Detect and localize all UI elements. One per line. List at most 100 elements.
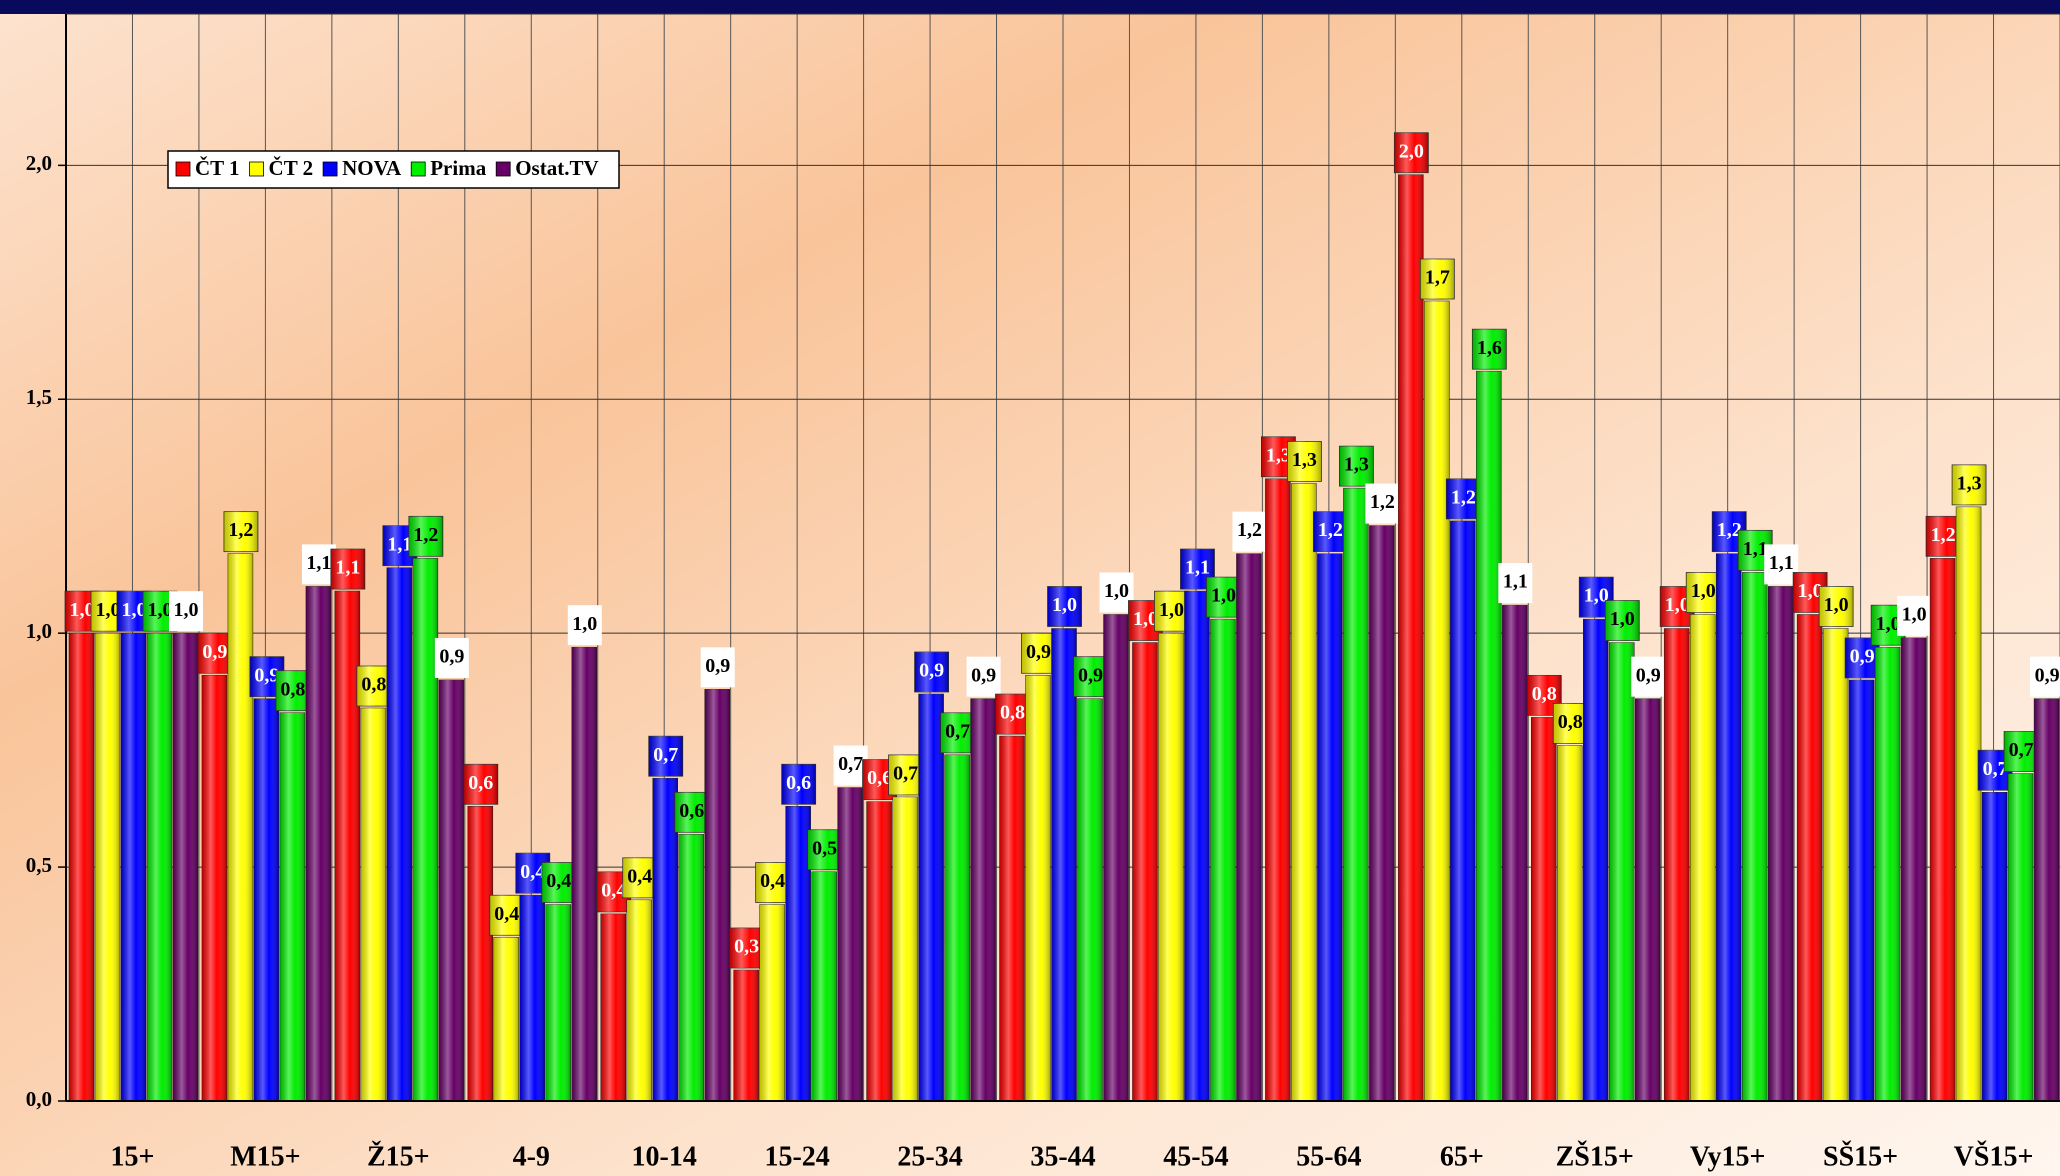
value-label: 0,7 [838, 753, 863, 775]
value-label: 0,4 [627, 865, 652, 887]
x-tick-label: 10-14 [632, 1141, 697, 1172]
value-label: 0,7 [893, 763, 918, 785]
bar-shading [360, 708, 386, 1101]
value-label: 1,0 [1104, 580, 1129, 602]
value-label: 1,0 [1902, 603, 1927, 625]
x-tick-label: ZŠ15+ [1556, 1141, 1634, 1172]
value-label: 0,5 [812, 837, 837, 859]
value-label: 1,0 [1584, 585, 1609, 607]
x-tick-label: 35-44 [1030, 1141, 1095, 1172]
value-label: 0,4 [760, 870, 785, 892]
bar-shading [201, 675, 227, 1101]
bar-shading [1132, 642, 1158, 1101]
bar-shading [95, 633, 120, 1101]
bar-shading [1823, 628, 1849, 1101]
value-label-shading [356, 666, 391, 707]
bar-shading [305, 586, 331, 1101]
legend-label: ČT 1 [195, 156, 240, 180]
value-label: 1,1 [1743, 538, 1768, 560]
value-label: 1,0 [1665, 594, 1690, 616]
value-label-shading [1154, 591, 1189, 632]
value-label-box [169, 591, 203, 632]
value-label-shading [1420, 259, 1455, 300]
legend-label: Ostat.TV [515, 156, 598, 180]
bar-shading [1291, 483, 1317, 1101]
value-label-shading [489, 895, 524, 936]
value-label: 0,9 [1850, 646, 1875, 668]
bar-shading [1609, 642, 1635, 1101]
value-label-shading [2004, 731, 2039, 772]
bar-shading [1690, 614, 1716, 1101]
bar-shading [1797, 614, 1823, 1101]
value-label: 1,0 [122, 599, 147, 621]
bar-shading [1531, 717, 1557, 1101]
value-label: 0,6 [679, 800, 704, 822]
bar-shading [1025, 675, 1051, 1101]
value-label-box [1365, 483, 1400, 524]
value-label-box [434, 637, 469, 678]
value-label-shading [1952, 464, 1987, 505]
bar-shading [1768, 586, 1794, 1101]
value-label-shading [648, 736, 683, 777]
value-label: 0,9 [1636, 664, 1661, 686]
legend-label: Prima [430, 156, 486, 180]
bar-shading [944, 754, 970, 1101]
bar-shading [1635, 698, 1661, 1101]
bar-shading [1716, 553, 1742, 1101]
value-label: 0,7 [2009, 739, 2034, 761]
bar-shading [147, 633, 172, 1101]
value-label-shading [1073, 656, 1108, 697]
value-label: 0,7 [945, 720, 970, 742]
bar-shading [811, 871, 837, 1101]
bar-shading [733, 970, 759, 1101]
bar-shading [626, 899, 652, 1101]
value-label-box [567, 605, 602, 646]
value-label: 1,0 [1052, 594, 1077, 616]
bar-shading [1742, 572, 1768, 1101]
x-tick-label: M15+ [230, 1141, 300, 1172]
y-tick-label: 1,5 [26, 385, 52, 409]
bar-shading [1930, 558, 1956, 1101]
value-label-shading [541, 862, 576, 903]
bar-shading [1184, 591, 1210, 1101]
value-label-shading [1394, 132, 1429, 173]
value-label-shading [995, 694, 1030, 735]
value-label-shading [1339, 446, 1374, 487]
value-label: 1,0 [1610, 608, 1635, 630]
bar-shading [1583, 619, 1609, 1101]
bar-shading [600, 913, 626, 1101]
bar-shading [519, 895, 545, 1101]
legend-swatch [175, 161, 191, 177]
value-label-shading [223, 511, 258, 552]
value-label: 0,9 [439, 646, 464, 668]
bar-shading [386, 567, 412, 1101]
value-label-shading [408, 516, 443, 557]
bar-shading [412, 558, 438, 1101]
value-label: 0,4 [494, 903, 519, 925]
value-label: 1,0 [1159, 599, 1184, 621]
bar-shading [1849, 679, 1875, 1101]
y-tick-label: 0,0 [26, 1087, 52, 1111]
bar-shading [493, 937, 519, 1101]
value-label: 1,6 [1477, 337, 1502, 359]
bar-shading [1476, 371, 1502, 1102]
bar-shading [253, 698, 279, 1101]
value-label-box [1099, 572, 1134, 613]
bar-shading [227, 553, 253, 1101]
bar-shading [571, 647, 597, 1101]
bar-shading [704, 689, 730, 1101]
value-label: 1,0 [96, 599, 121, 621]
bar-shading [785, 806, 811, 1101]
value-label: 1,7 [1425, 267, 1450, 289]
top-band [0, 0, 2060, 14]
value-label: 1,2 [1237, 519, 1262, 541]
legend: ČT 1 ČT 2 NOVA Prima Ostat.TV [167, 150, 620, 189]
bar-shading [69, 633, 94, 1101]
bar-shading [1265, 478, 1291, 1102]
value-label-box [1764, 544, 1799, 585]
value-label-shading [330, 549, 365, 590]
value-label: 0,8 [280, 678, 305, 700]
value-label: 1,2 [228, 519, 253, 541]
y-tick-label: 0,5 [26, 853, 52, 877]
